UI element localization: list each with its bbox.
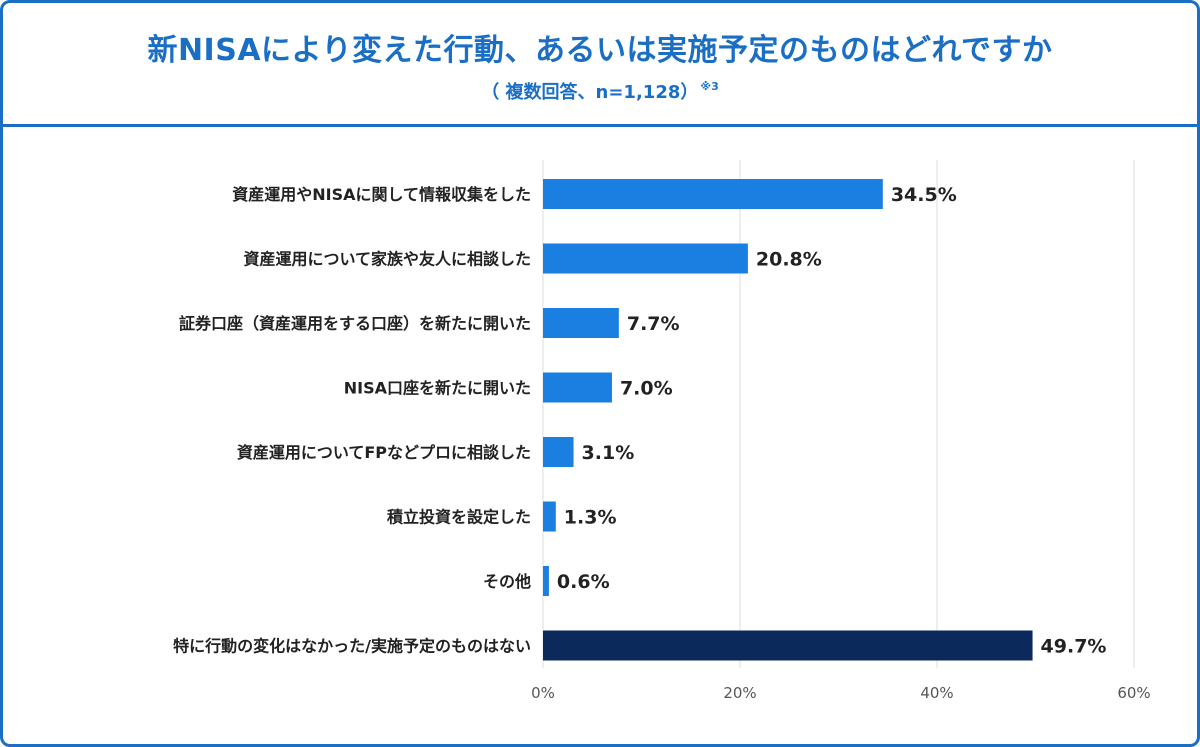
chart-title-text: 新NISAにより変えた行動、あるいは実施予定のものはどれですか (147, 33, 1053, 68)
x-tick-label: 0% (531, 684, 555, 702)
bar (543, 501, 556, 532)
bar (543, 630, 1033, 661)
bar (543, 243, 748, 274)
chart-subtitle-text: （ 複数回答、n=1,128） (481, 82, 699, 103)
chart-subtitle: （ 複数回答、n=1,128） ※3 (3, 78, 1197, 104)
bar (543, 308, 619, 338)
category-label: 特に行動の変化はなかった/実施予定のものはない (173, 637, 531, 656)
value-label: 7.0% (620, 378, 673, 400)
category-label: その他 (483, 572, 531, 591)
value-label: 34.5% (891, 184, 957, 206)
value-label: 1.3% (564, 507, 617, 529)
category-label: 資産運用についてFPなどプロに相談した (237, 443, 531, 462)
chart-header: 新NISAにより変えた行動、あるいは実施予定のものはどれですか （ 複数回答、n… (3, 3, 1197, 127)
value-label: 0.6% (557, 571, 610, 593)
value-label: 3.1% (582, 442, 635, 464)
bar (543, 179, 883, 209)
bar (543, 372, 612, 403)
x-tick-label: 20% (723, 684, 756, 702)
value-label: 20.8% (756, 249, 822, 271)
value-label: 49.7% (1041, 636, 1107, 658)
x-tick-label: 60% (1117, 684, 1150, 702)
category-label: 資産運用やNISAに関して情報収集をした (232, 185, 531, 204)
category-label: NISA口座を新たに開いた (344, 379, 531, 398)
chart-title: 新NISAにより変えた行動、あるいは実施予定のものはどれですか (3, 25, 1197, 69)
category-label: 積立投資を設定した (386, 508, 531, 527)
value-label: 7.7% (627, 313, 680, 335)
x-tick-label: 40% (920, 684, 953, 702)
category-label: 証券口座（資産運用をする口座）を新たに開いた (179, 314, 531, 333)
bar (543, 437, 574, 467)
category-label: 資産運用について家族や友人に相談した (243, 250, 531, 269)
footnote-marker: ※3 (700, 80, 719, 93)
bar (543, 566, 549, 596)
